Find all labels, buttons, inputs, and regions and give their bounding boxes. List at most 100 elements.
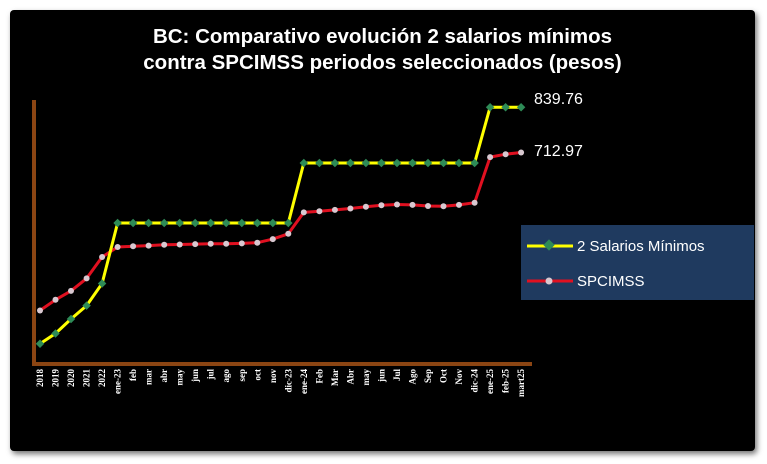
point-spcimss-10 bbox=[192, 241, 199, 248]
point-salarios-30 bbox=[501, 102, 510, 112]
point-salarios-2 bbox=[66, 314, 76, 324]
series-layer bbox=[35, 102, 526, 349]
end-value-label-spcimss: 712.97 bbox=[534, 143, 583, 160]
x-tick-label-8: abr bbox=[159, 369, 169, 383]
point-spcimss-5 bbox=[114, 244, 121, 250]
x-tick-label-21: may bbox=[361, 369, 371, 386]
point-salarios-31 bbox=[516, 102, 526, 112]
chart-frame: BC: Comparativo evolución 2 salarios mín… bbox=[10, 10, 755, 451]
point-salarios-14 bbox=[253, 218, 262, 228]
point-spcimss-27 bbox=[456, 201, 462, 208]
point-salarios-15 bbox=[268, 218, 278, 228]
legend-item-spcimss: SPCIMSS bbox=[527, 271, 645, 291]
legend-swatch-salarios bbox=[527, 239, 573, 251]
point-salarios-17 bbox=[299, 158, 309, 168]
x-tick-label-6: feb bbox=[128, 369, 138, 381]
x-tick-label-19: Mar bbox=[330, 369, 340, 386]
x-tick-label-15: nov bbox=[268, 369, 278, 384]
point-spcimss-30 bbox=[502, 151, 509, 158]
point-salarios-3 bbox=[82, 301, 91, 310]
point-salarios-18 bbox=[315, 158, 324, 168]
x-tick-label-13: sep bbox=[237, 369, 247, 382]
point-spcimss-13 bbox=[238, 240, 245, 247]
x-tick-label-7: mar bbox=[144, 369, 154, 385]
point-spcimss-8 bbox=[161, 241, 168, 248]
x-tick-label-31: mart25 bbox=[516, 369, 526, 397]
point-spcimss-16 bbox=[285, 230, 292, 237]
x-tick-label-5: ene-23 bbox=[113, 369, 123, 394]
point-spcimss-0 bbox=[37, 307, 43, 314]
legend-label-spcimss: SPCIMSS bbox=[577, 272, 645, 290]
point-salarios-7 bbox=[144, 218, 153, 228]
point-spcimss-9 bbox=[176, 241, 183, 248]
x-tick-label-24: Ago bbox=[408, 369, 418, 385]
point-spcimss-7 bbox=[145, 242, 152, 249]
point-spcimss-1 bbox=[52, 296, 59, 303]
point-spcimss-23 bbox=[394, 201, 400, 208]
x-tick-label-26: Oct bbox=[439, 369, 449, 383]
point-spcimss-15 bbox=[269, 236, 276, 243]
x-tick-label-14: oct bbox=[252, 369, 262, 381]
point-salarios-9 bbox=[175, 218, 184, 228]
plot-area: 2018 2019 2020 2021 2022 ene-23 feb mar abr may ju… bbox=[32, 100, 532, 398]
chart-title: BC: Comparativo evolución 2 salarios mín… bbox=[10, 24, 755, 76]
series-line-salarios bbox=[39, 105, 522, 346]
point-spcimss-14 bbox=[254, 239, 261, 246]
point-spcimss-4 bbox=[99, 254, 106, 260]
point-salarios-10 bbox=[190, 218, 200, 228]
point-spcimss-28 bbox=[471, 199, 478, 206]
point-spcimss-19 bbox=[331, 206, 338, 213]
point-spcimss-31 bbox=[518, 149, 525, 156]
x-tick-label-9: may bbox=[175, 369, 185, 386]
point-salarios-20 bbox=[346, 158, 355, 168]
point-spcimss-25 bbox=[425, 203, 431, 209]
x-tick-label-20: Abr bbox=[345, 369, 355, 385]
point-spcimss-24 bbox=[409, 201, 416, 208]
point-salarios-29 bbox=[485, 102, 495, 112]
x-tick-label-4: 2022 bbox=[97, 369, 107, 388]
point-salarios-8 bbox=[159, 218, 169, 228]
point-spcimss-18 bbox=[316, 208, 323, 215]
point-salarios-26 bbox=[439, 158, 448, 168]
point-spcimss-22 bbox=[378, 202, 385, 209]
x-tick-label-27: Nov bbox=[454, 369, 464, 385]
x-tick-label-12: ago bbox=[221, 369, 231, 383]
x-tick-label-3: 2021 bbox=[82, 369, 92, 388]
point-spcimss-12 bbox=[223, 240, 230, 247]
point-spcimss-2 bbox=[68, 287, 74, 294]
point-salarios-23 bbox=[392, 158, 402, 168]
point-salarios-11 bbox=[206, 218, 215, 228]
point-salarios-5 bbox=[113, 218, 122, 228]
point-spcimss-21 bbox=[362, 203, 369, 210]
x-tick-label-22: jun bbox=[376, 369, 386, 383]
point-spcimss-20 bbox=[347, 205, 354, 212]
x-tick-label-25: Sep bbox=[423, 369, 433, 383]
tick-label-layer: 2018 2019 2020 2021 2022 ene-23 feb mar abr may ju… bbox=[35, 369, 526, 398]
point-salarios-21 bbox=[361, 158, 371, 168]
point-salarios-12 bbox=[221, 218, 231, 228]
point-salarios-25 bbox=[423, 158, 433, 168]
point-salarios-24 bbox=[408, 158, 417, 168]
series-line-spcimss bbox=[39, 151, 522, 312]
point-salarios-27 bbox=[454, 158, 464, 168]
point-salarios-6 bbox=[128, 218, 138, 228]
x-tick-label-30: feb-25 bbox=[501, 369, 511, 393]
chart-title-line-2: contra SPCIMSS periodos seleccionados (p… bbox=[143, 51, 622, 74]
point-salarios-1 bbox=[51, 329, 60, 338]
x-tick-label-23: Jul bbox=[392, 369, 402, 382]
x-tick-label-29: ene-25 bbox=[485, 369, 495, 394]
point-spcimss-6 bbox=[130, 243, 137, 250]
x-tick-label-10: jun bbox=[190, 369, 200, 383]
point-spcimss-11 bbox=[207, 240, 214, 247]
end-value-label-salarios: 839.76 bbox=[534, 91, 583, 108]
point-spcimss-17 bbox=[300, 209, 307, 216]
point-spcimss-29 bbox=[487, 154, 494, 161]
x-tick-label-16: dic-23 bbox=[283, 369, 293, 393]
point-spcimss-26 bbox=[440, 203, 447, 210]
x-tick-label-17: ene-24 bbox=[299, 369, 309, 394]
point-spcimss-3 bbox=[83, 275, 90, 282]
point-salarios-16 bbox=[284, 218, 293, 228]
point-salarios-4 bbox=[97, 279, 107, 288]
point-salarios-13 bbox=[237, 218, 247, 228]
legend-swatch-spcimss bbox=[527, 277, 573, 285]
